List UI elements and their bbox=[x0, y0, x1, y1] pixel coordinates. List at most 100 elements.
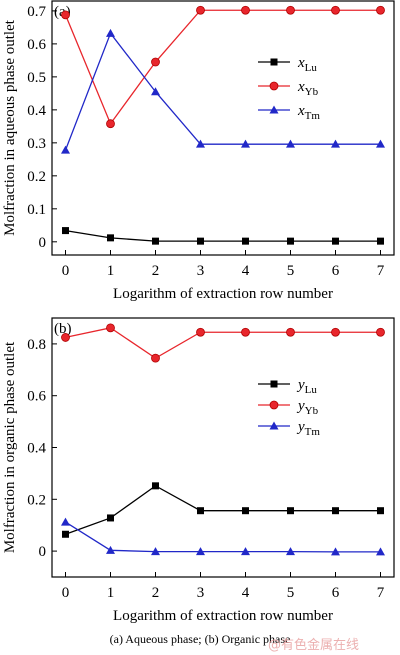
data-point bbox=[241, 5, 250, 15]
data-point bbox=[376, 327, 385, 337]
data-point bbox=[286, 5, 295, 15]
data-point bbox=[151, 57, 160, 67]
y-tick-label: 0.6 bbox=[27, 37, 46, 53]
data-point bbox=[197, 507, 204, 515]
data-point bbox=[241, 139, 250, 148]
series-line bbox=[64, 32, 381, 151]
x-tick-label: 1 bbox=[107, 585, 115, 601]
legend-subscript: Lu bbox=[305, 62, 318, 74]
plot-frame bbox=[51, 0, 395, 256]
y-tick-label: 0.2 bbox=[27, 492, 46, 508]
legend-label: yYb bbox=[296, 398, 319, 417]
x-axis-label: Logarithm of extraction row number bbox=[113, 608, 333, 624]
data-point bbox=[107, 234, 114, 242]
legend-label: yLu bbox=[296, 377, 317, 396]
legend-symbol: y bbox=[296, 398, 305, 414]
series-line bbox=[64, 9, 381, 126]
y-axis-label: Molfraction in aqueous phase outlet bbox=[2, 19, 18, 236]
legend-entry-yb: yYb bbox=[258, 398, 319, 417]
legend-label: xLu bbox=[297, 55, 317, 74]
x-tick-label: 3 bbox=[197, 263, 205, 279]
figure-caption: (a) Aqueous phase; (b) Organic phase bbox=[109, 632, 291, 646]
x-tick-label: 4 bbox=[242, 585, 250, 601]
y-tick-label: 0 bbox=[39, 235, 47, 251]
data-point bbox=[242, 237, 249, 245]
x-tick-label: 4 bbox=[242, 263, 250, 279]
legend-subscript: Yb bbox=[305, 86, 319, 98]
data-point bbox=[197, 237, 204, 245]
legend-symbol: y bbox=[296, 377, 305, 393]
legend-marker bbox=[269, 105, 279, 114]
x-tick-label: 6 bbox=[332, 585, 340, 601]
legend-subscript: Tm bbox=[305, 426, 321, 438]
data-point bbox=[152, 237, 159, 245]
data-point bbox=[287, 507, 294, 515]
x-tick-label: 3 bbox=[197, 585, 205, 601]
chart-panel-b: 0 1 2 3 4 5 6 7 0 0.2 0.4 0.6 0.8 Logarithm of extrac… bbox=[2, 317, 395, 624]
legend-entry-tm: xTm bbox=[258, 103, 320, 122]
legend-marker bbox=[270, 58, 278, 66]
legend-label: xTm bbox=[297, 103, 320, 122]
legend-subscript: Lu bbox=[305, 384, 318, 396]
legend-subscript: Yb bbox=[305, 405, 319, 417]
data-point bbox=[61, 145, 70, 154]
y-tick-label: 0.4 bbox=[27, 103, 46, 119]
series-y-lu bbox=[62, 482, 384, 538]
x-tick-label: 0 bbox=[62, 585, 70, 601]
series-line bbox=[65, 521, 381, 553]
data-point bbox=[331, 139, 340, 148]
x-tick-label: 0 bbox=[62, 263, 70, 279]
data-point bbox=[152, 482, 159, 490]
y-tick-label: 0.4 bbox=[27, 441, 46, 457]
y-axis-label: Molfraction in organic phase outlet bbox=[2, 341, 18, 553]
legend-marker bbox=[269, 400, 279, 410]
data-point bbox=[151, 547, 160, 556]
legend-entry-lu: xLu bbox=[258, 55, 317, 74]
watermark: @有色金属在线 bbox=[268, 638, 360, 653]
series-x-yb bbox=[61, 5, 385, 129]
x-axis-label: Logarithm of extraction row number bbox=[113, 286, 333, 302]
data-point bbox=[376, 139, 385, 148]
data-point bbox=[241, 547, 250, 556]
x-tick-label: 7 bbox=[377, 263, 385, 279]
data-point bbox=[61, 517, 70, 526]
legend-subscript: Tm bbox=[305, 110, 321, 122]
legend-symbol: x bbox=[297, 103, 305, 119]
legend-entry-yb: xYb bbox=[258, 79, 319, 98]
legend-entry-lu: yLu bbox=[258, 377, 317, 396]
legend-symbol: x bbox=[297, 55, 305, 71]
series-y-yb bbox=[61, 323, 385, 363]
data-point bbox=[106, 119, 115, 129]
y-tick-label: 0.6 bbox=[27, 389, 46, 405]
data-point bbox=[332, 507, 339, 515]
panel-label: (b) bbox=[54, 321, 72, 337]
data-point bbox=[196, 5, 205, 15]
legend-label: xYb bbox=[297, 79, 319, 98]
data-point bbox=[61, 10, 70, 20]
legend-label: yTm bbox=[296, 419, 320, 438]
y-tick-label: 0.2 bbox=[27, 169, 46, 185]
data-point bbox=[106, 323, 115, 333]
data-point bbox=[196, 139, 205, 148]
data-point bbox=[62, 227, 69, 235]
data-point bbox=[196, 547, 205, 556]
x-tick-label: 2 bbox=[152, 263, 160, 279]
data-point bbox=[377, 507, 384, 515]
chart-panel-a: 0 1 2 3 4 5 6 7 0 0.1 0.2 0.3 0.4 0.5 0.6 0.7 Logarithm … bbox=[2, 0, 395, 302]
data-point bbox=[107, 514, 114, 522]
y-tick-label: 0 bbox=[39, 544, 47, 560]
data-point bbox=[376, 5, 385, 15]
series-line bbox=[65, 485, 381, 535]
y-tick-label: 0.8 bbox=[27, 337, 46, 353]
data-point bbox=[61, 333, 70, 342]
y-tick-label: 0.3 bbox=[27, 136, 46, 152]
legend-symbol: x bbox=[297, 79, 305, 95]
data-point bbox=[151, 353, 160, 363]
data-point bbox=[151, 87, 160, 96]
data-point bbox=[377, 237, 384, 245]
data-point bbox=[196, 327, 205, 337]
legend-symbol: y bbox=[296, 419, 305, 435]
series-y-tm bbox=[61, 517, 385, 556]
data-point bbox=[332, 237, 339, 245]
